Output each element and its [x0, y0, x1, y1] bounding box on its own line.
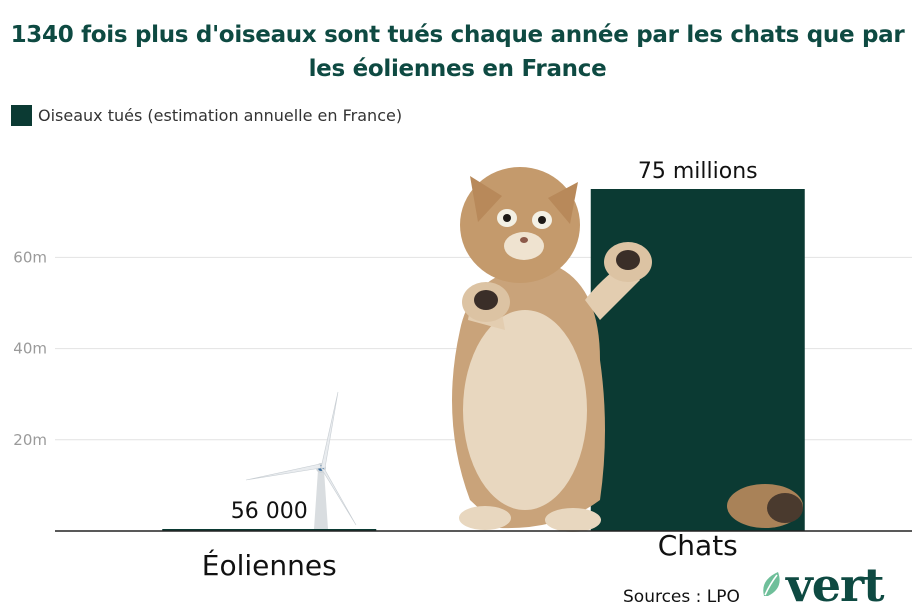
legend: Oiseaux tués (estimation annuelle en Fra…: [11, 105, 402, 126]
data-label: 56 000: [231, 499, 308, 524]
y-tick-label: 40m: [13, 340, 47, 358]
y-tick-label: 60m: [13, 248, 47, 266]
chart-title: 1340 fois plus d'oiseaux sont tués chaqu…: [10, 22, 905, 82]
wind-turbine-illustration: [245, 391, 357, 529]
x-category-label: Éoliennes: [202, 548, 337, 582]
source-note: Sources : LPO: [623, 587, 740, 607]
bar-chats: [590, 189, 805, 531]
legend-swatch: [11, 105, 32, 126]
data-label: 75 millions: [638, 159, 758, 184]
cat-illustration: [452, 167, 803, 532]
logo-wordmark: vert: [786, 558, 884, 612]
vert-logo: vert: [760, 558, 884, 612]
y-tick-label: 20m: [13, 431, 47, 449]
x-category-label: Chats: [658, 529, 738, 562]
leaf-icon: [763, 572, 780, 596]
bar-eoliennes: [162, 529, 377, 531]
legend-label: Oiseaux tués (estimation annuelle en Fra…: [38, 106, 403, 125]
